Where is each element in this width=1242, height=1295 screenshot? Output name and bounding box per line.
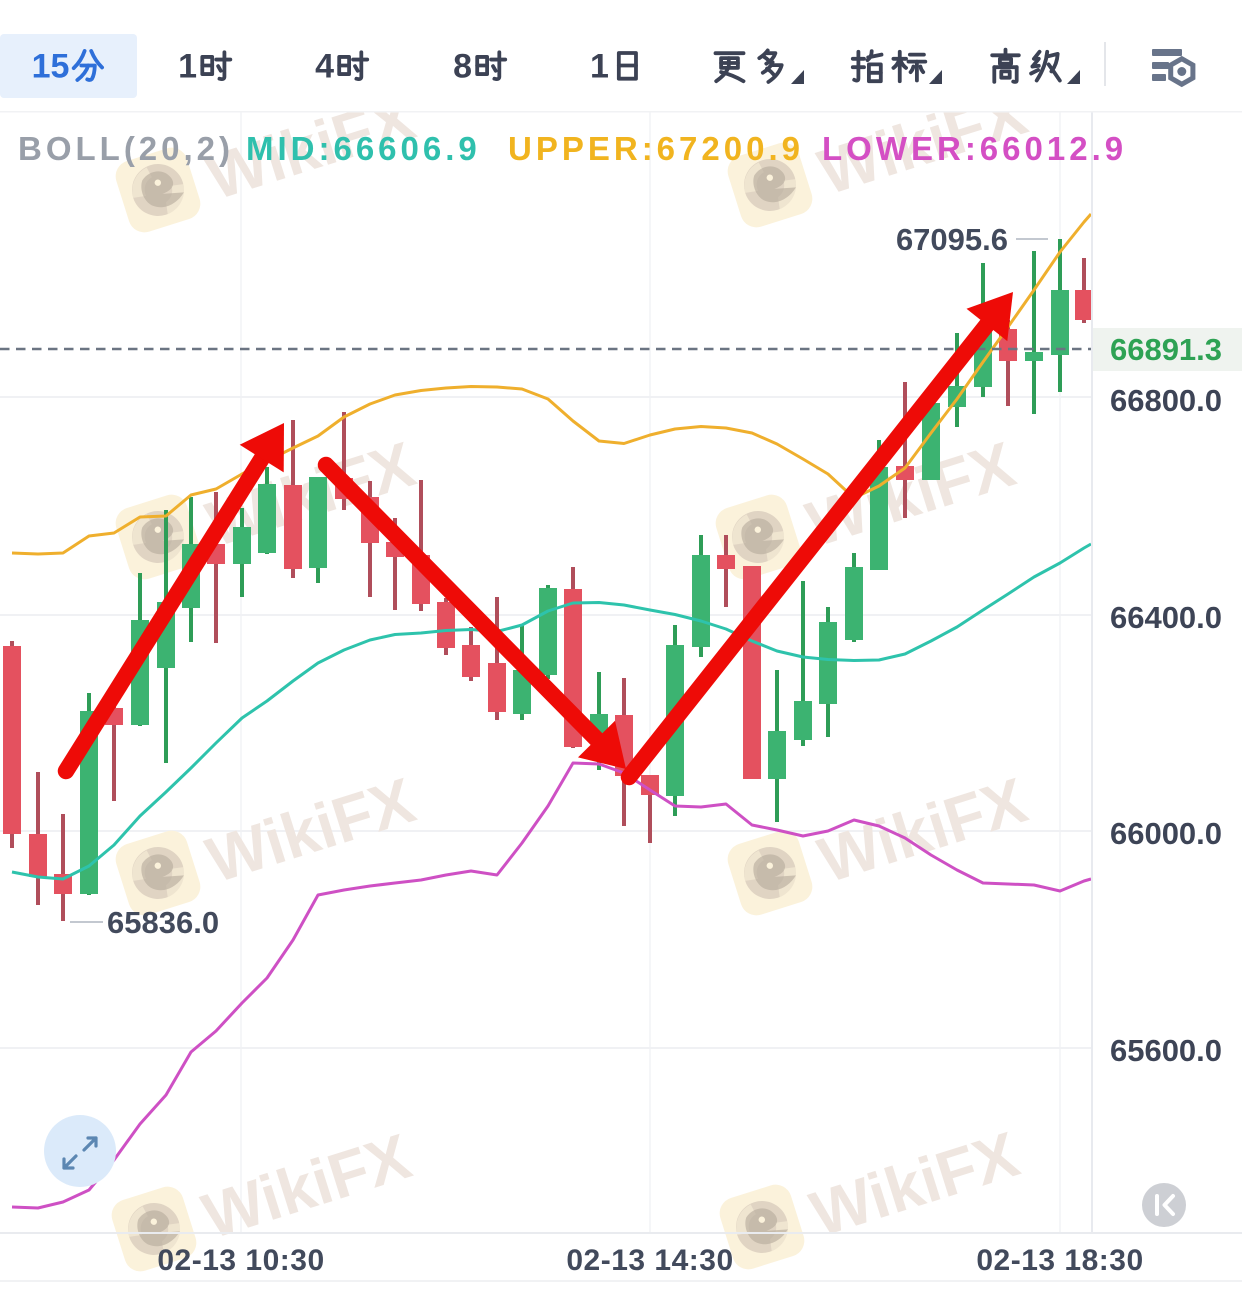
svg-text:MID:66606.9: MID:66606.9 [246,130,481,167]
svg-text:UPPER:67200.9: UPPER:67200.9 [508,130,804,167]
svg-text:8: 8 [453,48,472,86]
svg-text:BOLL(20,2): BOLL(20,2) [18,130,234,167]
svg-text:1: 1 [178,48,197,86]
svg-text:66891.3: 66891.3 [1110,332,1222,367]
svg-text:02-13 14:30: 02-13 14:30 [566,1244,733,1277]
svg-text:66000.0: 66000.0 [1110,816,1222,851]
svg-text:1: 1 [590,48,609,86]
svg-text:LOWER:66012.9: LOWER:66012.9 [822,130,1127,167]
svg-text:02-13 10:30: 02-13 10:30 [157,1244,324,1277]
svg-text:02-13 18:30: 02-13 18:30 [976,1244,1143,1277]
svg-text:65836.0: 65836.0 [107,905,219,940]
svg-text:65600.0: 65600.0 [1110,1033,1222,1068]
svg-text:15: 15 [32,48,70,86]
svg-text:66800.0: 66800.0 [1110,383,1222,418]
svg-text:67095.6: 67095.6 [896,222,1008,257]
svg-text:4: 4 [315,48,334,86]
svg-text:66400.0: 66400.0 [1110,600,1222,635]
